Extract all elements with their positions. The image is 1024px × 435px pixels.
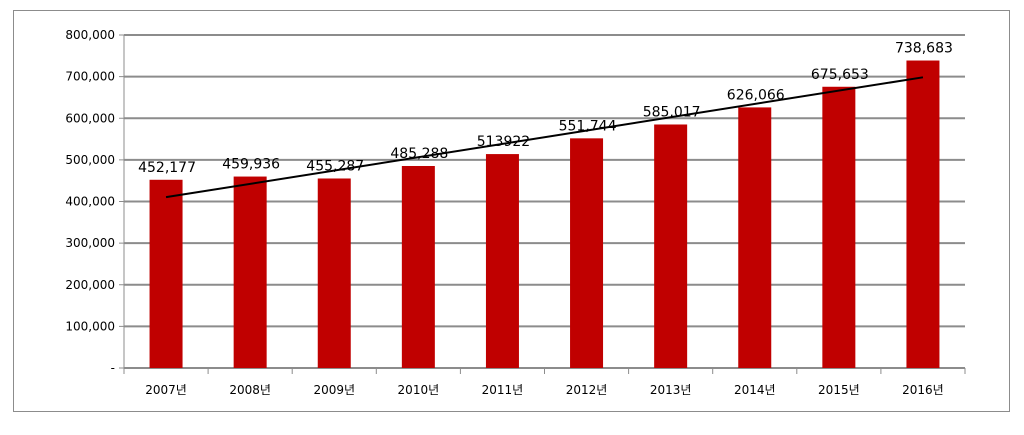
data-label: 675,653 xyxy=(811,67,869,83)
bar xyxy=(906,60,940,369)
trendline xyxy=(165,76,924,199)
data-label: 455,287 xyxy=(306,158,364,174)
y-tick-label: 100,000 xyxy=(65,319,115,333)
x-tick-label: 2012년 xyxy=(566,383,608,397)
data-label: 452,177 xyxy=(138,160,196,176)
data-label: 551,744 xyxy=(559,118,617,134)
data-label: 738,683 xyxy=(895,41,953,57)
x-tick-label: 2007년 xyxy=(145,383,187,397)
x-tick-label: 2014년 xyxy=(734,383,776,397)
bar xyxy=(317,178,351,368)
x-tick-label: 2016년 xyxy=(902,383,944,397)
bar xyxy=(233,176,267,368)
y-tick-label: 700,000 xyxy=(65,70,115,84)
y-tick-label: 500,000 xyxy=(65,153,115,167)
data-label: 626,066 xyxy=(727,87,785,103)
y-tick-label: 300,000 xyxy=(65,236,115,250)
y-tick-label: 400,000 xyxy=(65,195,115,209)
data-label: 585,017 xyxy=(643,104,701,120)
x-tick-label: 2009년 xyxy=(313,383,355,397)
y-tick-label: - xyxy=(111,361,115,375)
bar xyxy=(654,124,688,369)
y-tick-label: 600,000 xyxy=(65,111,115,125)
y-tick-label: 200,000 xyxy=(65,278,115,292)
data-label: 459,936 xyxy=(222,157,280,173)
bar xyxy=(822,86,856,369)
x-tick-label: 2015년 xyxy=(818,383,860,397)
x-tick-label: 2013년 xyxy=(650,383,692,397)
x-tick-label: 2010년 xyxy=(398,383,440,397)
bar xyxy=(738,107,772,368)
x-tick-label: 2008년 xyxy=(229,383,271,397)
bar xyxy=(485,154,519,368)
x-tick-label: 2011년 xyxy=(482,383,524,397)
bar xyxy=(570,138,604,368)
bar xyxy=(401,165,435,368)
bar xyxy=(149,179,183,368)
y-tick-label: 800,000 xyxy=(65,28,115,42)
data-label: 485,288 xyxy=(390,146,448,162)
